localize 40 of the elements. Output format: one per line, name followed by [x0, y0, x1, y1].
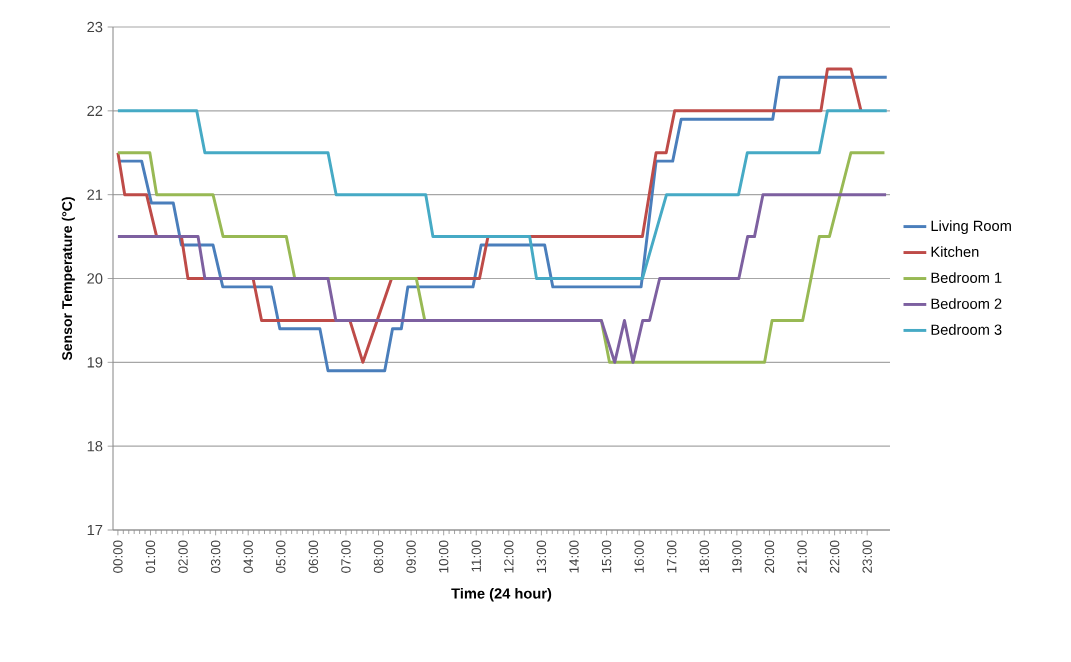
- x-tick-label: 11:00: [471, 540, 481, 572]
- x-tick-label: 21:00: [797, 540, 807, 573]
- y-tick-label: 22: [87, 105, 103, 116]
- x-tick-label: 05:00: [276, 540, 286, 573]
- y-tick-label: 18: [87, 440, 103, 452]
- y-tick-label: 17: [87, 524, 103, 536]
- line-series: [116, 193, 888, 364]
- x-tick-label: 08:00: [373, 540, 384, 573]
- legend-label: Bedroom 1: [931, 272, 1002, 283]
- x-tick-label: 12:00: [504, 540, 514, 573]
- legend-label: Bedroom 3: [931, 324, 1002, 335]
- y-tick-label: 23: [87, 21, 103, 33]
- x-axis-title: Time (24 hour): [451, 587, 552, 602]
- legend-label: Bedroom 2: [931, 298, 1002, 309]
- x-tick-label: 01:00: [145, 540, 156, 573]
- y-tick-label: 21: [87, 189, 103, 200]
- x-tick-label: 03:00: [210, 540, 221, 573]
- x-tick-label: 09:00: [406, 540, 416, 573]
- x-tick-label: 00:00: [113, 540, 123, 573]
- x-tick-label: 14:00: [569, 540, 579, 573]
- x-tick-label: 22:00: [829, 540, 840, 573]
- x-tick-label: 06:00: [308, 540, 319, 573]
- x-tick-label: 07:00: [341, 540, 351, 573]
- x-tick-label: 02:00: [178, 540, 188, 573]
- y-tick-label: 20: [87, 273, 103, 284]
- x-tick-label: 23:00: [862, 540, 872, 573]
- x-tick-label: 18:00: [699, 540, 710, 573]
- x-tick-label: 16:00: [634, 540, 644, 573]
- x-tick-label: 04:00: [243, 540, 253, 573]
- x-tick-label: 15:00: [601, 540, 612, 573]
- y-tick-label: 19: [87, 357, 103, 368]
- x-tick-label: 20:00: [764, 540, 775, 573]
- x-tick-label: 13:00: [536, 540, 547, 573]
- x-tick-label: 10:00: [438, 540, 449, 573]
- line-series: [116, 109, 889, 280]
- y-axis-title: Sensor Temperature (°C): [61, 197, 75, 361]
- legend-label: Living Room: [931, 220, 1011, 234]
- legend-label: Kitchen: [931, 246, 979, 257]
- x-tick-label: 19:00: [732, 540, 742, 573]
- x-tick-label: 17:00: [667, 540, 677, 573]
